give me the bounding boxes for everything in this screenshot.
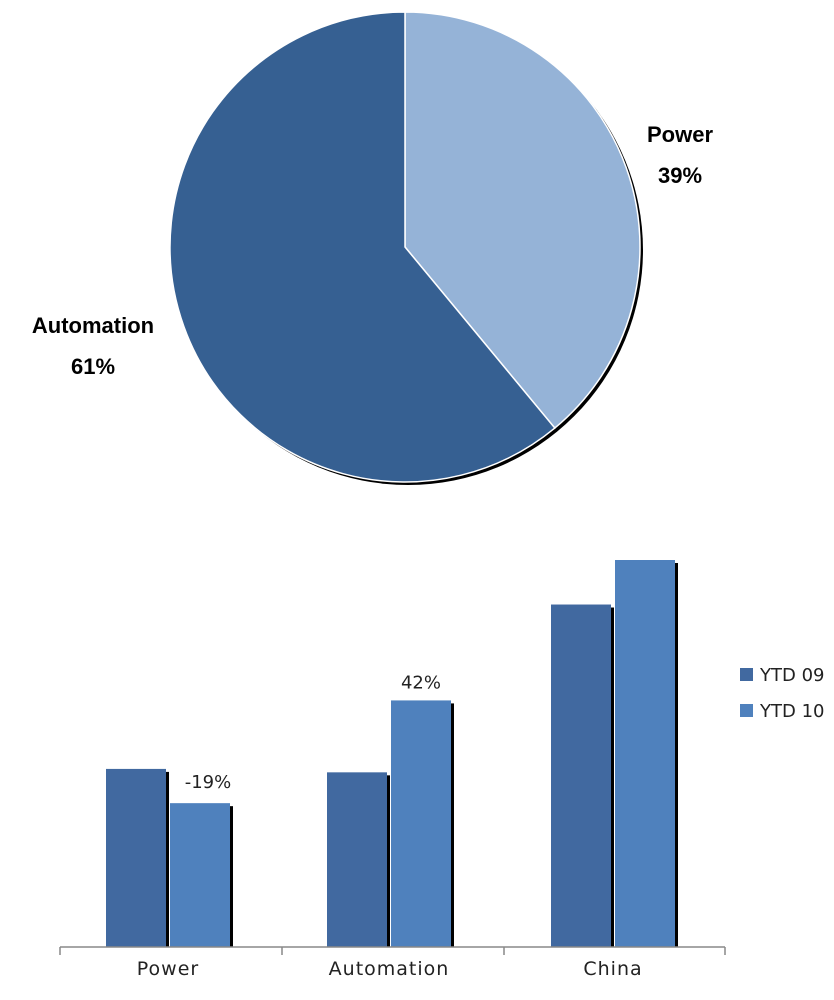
pie-slice-automation <box>169 11 556 483</box>
x-tick-label-automation: Automation <box>329 958 450 980</box>
bar-power-ytd-10 <box>170 803 230 947</box>
pie-label-automation: Automation <box>32 313 154 338</box>
legend-swatch-ytd-10 <box>740 704 753 717</box>
bar-shadow <box>387 775 390 947</box>
pie-label-power: Power <box>647 122 713 147</box>
bar-automation-ytd-10 <box>391 700 451 947</box>
bar-shadow <box>675 563 678 947</box>
bar-automation-ytd-09 <box>327 772 387 947</box>
pie-chart: Power 39% Automation 61% <box>32 11 713 485</box>
bar-shadow <box>451 703 454 947</box>
pie-slice-power <box>404 11 641 430</box>
legend-label-ytd-09: YTD 09 <box>759 665 824 686</box>
legend-label-ytd-10: YTD 10 <box>759 701 824 722</box>
bar-china-ytd-09 <box>551 604 611 947</box>
bar-chart: Power Automation China -19% 42% YTD 09 YTD 10 <box>59 560 824 980</box>
bar-shadow <box>230 806 233 947</box>
bar-shadow <box>166 771 169 947</box>
data-label-power: -19% <box>185 772 232 793</box>
pie-value-automation: 61% <box>71 354 115 379</box>
bar-power-ytd-09 <box>106 768 166 947</box>
pie-value-power: 39% <box>658 163 702 188</box>
legend-swatch-ytd-09 <box>740 668 753 681</box>
data-label-automation: 42% <box>401 672 441 693</box>
x-tick-label-china: China <box>583 958 642 980</box>
bar-china-ytd-10 <box>615 560 675 947</box>
bar-shadow <box>611 607 614 947</box>
x-tick-label-power: Power <box>137 958 199 980</box>
